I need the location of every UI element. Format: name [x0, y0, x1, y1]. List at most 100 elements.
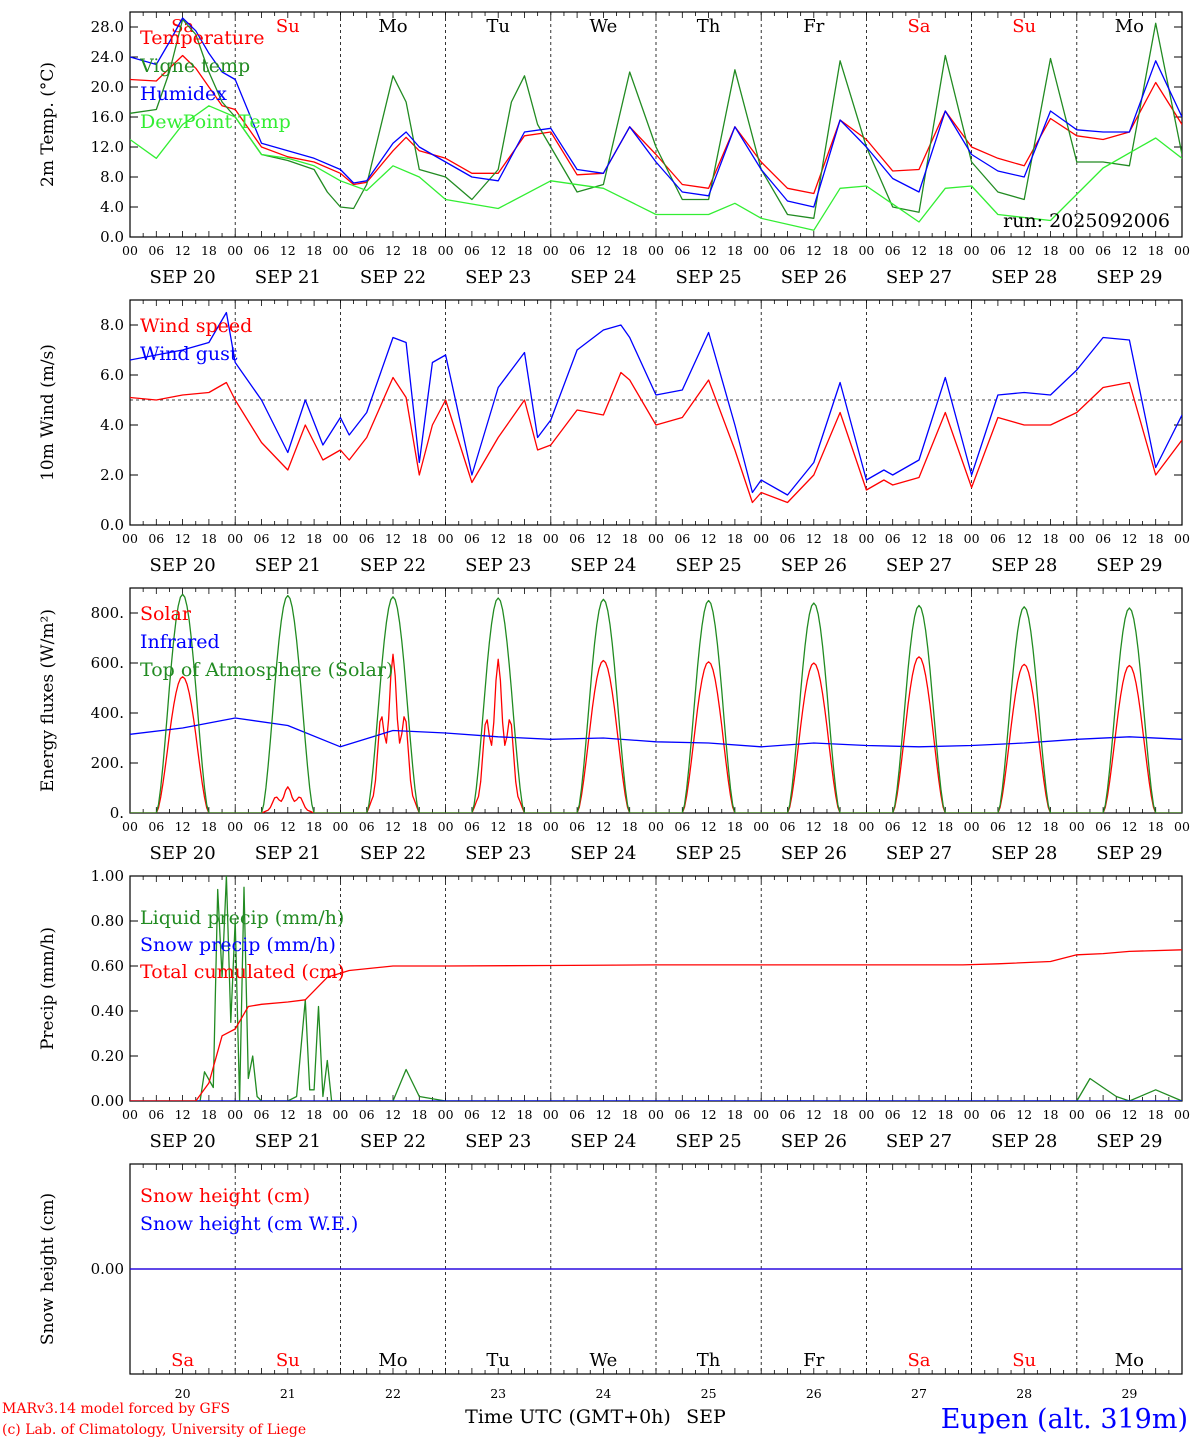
hour-tick-label: 18	[622, 1107, 638, 1122]
date-label: SEP 29	[1096, 843, 1162, 864]
date-label: SEP 27	[886, 555, 952, 576]
hour-tick-label: 06	[148, 243, 164, 258]
legend-entry: DewPoint Temp	[140, 111, 291, 133]
hour-tick-label: 18	[411, 531, 427, 546]
y-tick-label: 800.	[91, 604, 124, 622]
date-label: SEP 29	[1096, 555, 1162, 576]
date-label: SEP 21	[255, 267, 321, 288]
panel-wind: 0.0 2.0 4.0 6.0 8.0 10m Wind (m/s) 00 06 12 18 SEP…	[38, 299, 1190, 576]
hour-tick-label: 06	[1095, 819, 1111, 834]
date-label: SEP 24	[570, 267, 636, 288]
hour-tick-label: 00	[227, 819, 243, 834]
legend-entry: Snow precip (mm/h)	[140, 934, 336, 956]
hour-tick-label: 12	[175, 531, 191, 546]
hour-tick-label: 06	[254, 1107, 270, 1122]
hour-tick-label: 12	[385, 531, 401, 546]
hour-tick-label: 12	[701, 531, 717, 546]
y-tick-label: 16.0	[91, 108, 124, 126]
hour-tick-label: 06	[990, 1107, 1006, 1122]
series-line-total-cumulated-cm-	[130, 949, 1182, 1101]
hour-tick-label: 00	[543, 1107, 559, 1122]
date-label: SEP 27	[886, 843, 952, 864]
hour-tick-label: 12	[911, 243, 927, 258]
hour-tick-label: 00	[1069, 531, 1085, 546]
hour-tick-label: 06	[148, 531, 164, 546]
series-group	[130, 876, 1182, 1101]
hour-tick-label: 06	[148, 1107, 164, 1122]
hour-tick-label: 18	[1148, 243, 1164, 258]
day-number-label: 25	[701, 1386, 717, 1401]
weekday-label: Fr	[803, 1350, 824, 1371]
weekday-label: Mo	[1115, 1350, 1144, 1371]
chart-panels: 0.0 4.0 8.0 12.0 16.0 20.0 24.0 28.0 2m Temp. (°…	[38, 11, 1190, 1401]
hour-tick-label: 00	[1069, 1107, 1085, 1122]
hour-tick-label: 12	[385, 819, 401, 834]
panel-precip: 0.00 0.20 0.40 0.60 0.80 1.00 Precip (mm/h) 00 0…	[38, 867, 1190, 1152]
hour-tick-label: 12	[595, 819, 611, 834]
weekday-label: Mo	[378, 16, 407, 37]
hour-tick-label: 12	[1121, 531, 1137, 546]
hour-tick-label: 12	[806, 243, 822, 258]
weekday-label: Tu	[486, 1350, 510, 1371]
series-line-top-of-atmosphere-solar-	[130, 593, 1182, 813]
legend-entry: Vigne temp	[139, 55, 250, 77]
hour-tick-label: 18	[1043, 531, 1059, 546]
hour-tick-label: 18	[622, 531, 638, 546]
y-axis-title: Snow height (cm)	[38, 1193, 58, 1345]
plot-frame	[129, 587, 1183, 814]
series-line-solar	[130, 653, 1182, 813]
x-axis-month: SEP	[686, 1406, 726, 1428]
hour-tick-label: 18	[727, 243, 743, 258]
hour-tick-label: 12	[1016, 1107, 1032, 1122]
hour-tick-label: 00	[858, 819, 874, 834]
station-label: Eupen (alt. 319m)	[941, 1404, 1188, 1435]
hour-tick-label: 06	[464, 1107, 480, 1122]
y-tick-label: 4.0	[100, 416, 124, 434]
footer: MARv3.14 model forced by GFS (c) Lab. of…	[2, 1401, 1188, 1438]
y-tick-label: 28.0	[91, 18, 124, 36]
hour-tick-label: 12	[595, 531, 611, 546]
date-label: SEP 26	[781, 1131, 847, 1152]
date-label: SEP 23	[465, 843, 531, 864]
hour-tick-label: 00	[858, 531, 874, 546]
hour-tick-label: 18	[306, 531, 322, 546]
date-label: SEP 26	[781, 555, 847, 576]
y-tick-label: 0.0	[100, 516, 124, 534]
hour-tick-label: 00	[648, 1107, 664, 1122]
weekday-label: Sa	[171, 1350, 194, 1371]
hour-tick-label: 00	[964, 531, 980, 546]
hour-tick-label: 18	[937, 819, 953, 834]
weekday-label: Mo	[1115, 16, 1144, 37]
day-number-label: 23	[490, 1386, 506, 1401]
weekday-label: Sa	[907, 16, 930, 37]
hour-tick-label: 12	[385, 1107, 401, 1122]
hour-tick-label: 12	[280, 243, 296, 258]
hour-tick-label: 06	[1095, 531, 1111, 546]
date-label: SEP 27	[886, 1131, 952, 1152]
hour-tick-label: 00	[543, 819, 559, 834]
hour-tick-label: 18	[832, 531, 848, 546]
series-line-temperature	[130, 54, 1182, 195]
hour-tick-label: 12	[806, 1107, 822, 1122]
weekday-label: Fr	[803, 16, 824, 37]
hour-tick-label: 18	[201, 819, 217, 834]
y-tick-label: 0.40	[91, 1002, 124, 1020]
date-label: SEP 27	[886, 267, 952, 288]
legend-entry: Infrared	[140, 631, 220, 653]
y-tick-label: 0.20	[91, 1047, 124, 1065]
series-group	[130, 311, 1182, 504]
hour-tick-label: 06	[885, 819, 901, 834]
hour-tick-label: 00	[332, 243, 348, 258]
hour-tick-label: 06	[569, 531, 585, 546]
hour-tick-label: 12	[280, 531, 296, 546]
series-group	[130, 593, 1182, 813]
y-tick-label: 12.0	[91, 138, 124, 156]
hour-tick-label: 00	[438, 243, 454, 258]
hour-tick-label: 12	[701, 1107, 717, 1122]
hour-tick-label: 06	[1095, 243, 1111, 258]
date-label: SEP 25	[675, 555, 741, 576]
hour-tick-label: 06	[780, 819, 796, 834]
date-label: SEP 20	[149, 267, 215, 288]
hour-tick-label: 18	[517, 819, 533, 834]
day-number-label: 26	[806, 1386, 822, 1401]
